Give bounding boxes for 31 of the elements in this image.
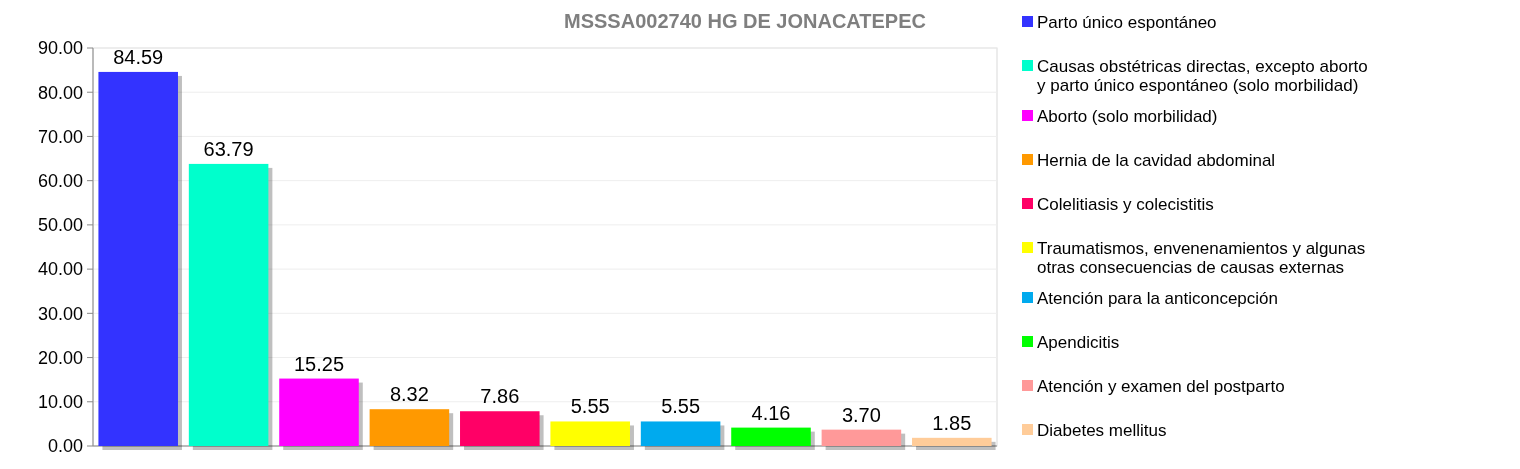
y-tick-label: 0.00: [47, 436, 83, 457]
y-tick-label: 50.00: [37, 215, 83, 236]
data-label: 3.70: [841, 403, 881, 426]
legend-label: Traumatismos, envenenamientos y algunas otras consecuencias de causas externas: [1037, 238, 1366, 277]
legend-label: Atención y examen del postparto: [1037, 376, 1285, 396]
data-label: 63.79: [203, 137, 254, 160]
chart-title: MSSSA002740 HG DE JONACATEPEC: [564, 10, 926, 32]
data-label: 4.16: [751, 401, 791, 424]
legend-label: Causas obstétricas directas, excepto aborto y parto único espontáneo (solo morbilidad): [1037, 56, 1368, 95]
legend-label: Parto único espontáneo: [1037, 12, 1217, 32]
legend-label: Colelitiasis y colecistitis: [1037, 194, 1214, 214]
data-label: 7.86: [480, 385, 520, 408]
y-tick-label: 90.00: [37, 38, 83, 59]
data-label: 8.32: [389, 383, 429, 406]
data-label: 15.25: [293, 352, 345, 375]
legend-label: Diabetes mellitus: [1037, 420, 1167, 440]
y-tick-label: 10.00: [37, 392, 83, 413]
legend-label: Atención para la anticoncepción: [1037, 288, 1278, 308]
y-tick-label: 80.00: [37, 82, 83, 103]
y-tick-label: 60.00: [37, 170, 83, 191]
data-label: 5.55: [661, 395, 701, 418]
data-label: 84.59: [113, 45, 164, 68]
y-tick-label: 70.00: [37, 126, 83, 147]
legend-label: Aborto (solo morbilidad): [1037, 106, 1218, 126]
y-tick-label: 30.00: [37, 303, 83, 324]
data-label: 1.85: [932, 411, 972, 434]
y-tick-label: 20.00: [37, 347, 83, 368]
y-tick-label: 40.00: [37, 259, 83, 280]
legend-label: Apendicitis: [1037, 332, 1120, 352]
data-label: 5.55: [570, 395, 610, 418]
legend-label: Hernia de la cavidad abdominal: [1037, 150, 1276, 170]
